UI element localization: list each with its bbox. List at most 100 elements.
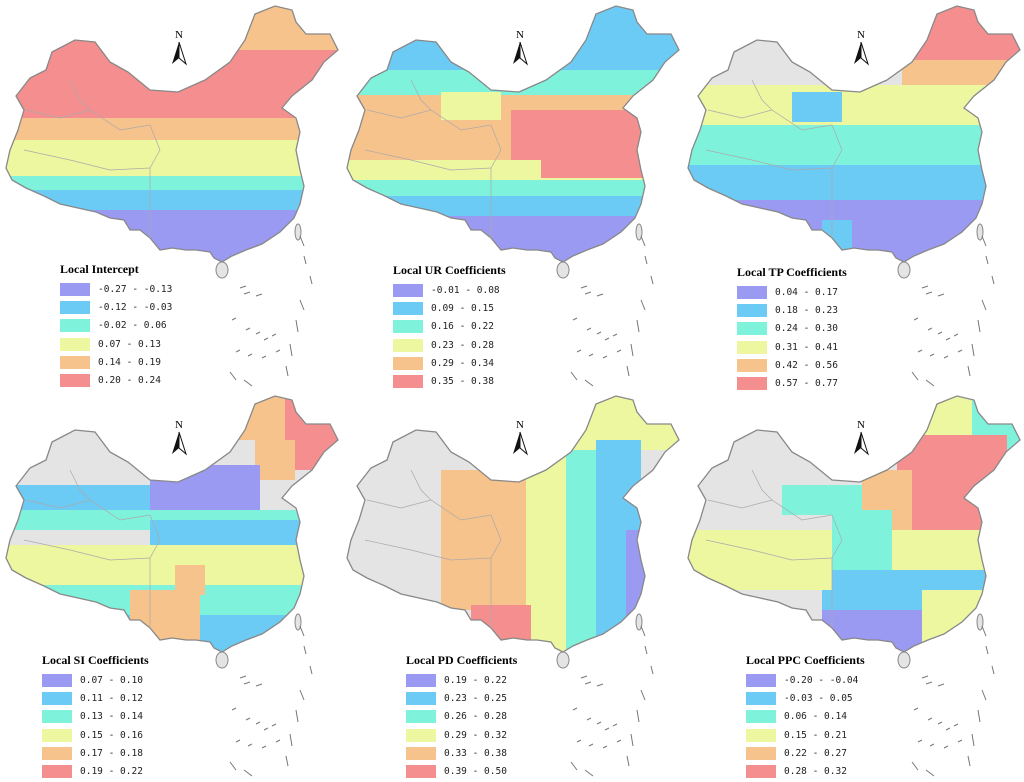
band-middle-north — [6, 140, 338, 176]
legend-swatch — [746, 673, 776, 687]
legend-swatch — [737, 322, 767, 336]
region-layer-pd — [441, 396, 679, 652]
ne-orange — [230, 396, 285, 440]
legend-label: 0.24 - 0.30 — [775, 323, 838, 335]
north-arrow-icon: N — [854, 29, 870, 66]
band-purple — [688, 200, 1020, 262]
map-panel-pd: N Local PD Coefficients 0.19 - 0.22 0.23… — [341, 390, 682, 780]
legend-item: 0.42 - 0.56 — [737, 357, 847, 374]
legend-item: 0.57 - 0.77 — [737, 375, 847, 392]
legend-item: 0.31 - 0.41 — [737, 339, 847, 356]
legend-item: -0.12 - -0.03 — [60, 299, 172, 316]
legend-item: -0.27 - -0.13 — [60, 281, 172, 298]
band-north-edge — [6, 118, 338, 140]
map-panel-intercept: N Local Intercept -0.27 - -0.13 -0.12 - … — [0, 0, 341, 390]
legend-item: 0.07 - 0.10 — [42, 672, 149, 689]
legend-label: 0.13 - 0.14 — [80, 711, 143, 723]
legend-label: 0.23 - 0.28 — [431, 339, 494, 351]
legend-label: 0.14 - 0.19 — [98, 356, 161, 368]
legend: Local Intercept -0.27 - -0.13 -0.12 - -0… — [60, 262, 172, 391]
legend-item: -0.20 - -0.04 — [746, 672, 865, 689]
legend-label: 0.28 - 0.32 — [784, 766, 847, 778]
legend-swatch — [60, 282, 90, 296]
legend-item: 0.26 - 0.28 — [406, 709, 517, 726]
legend-label: -0.12 - -0.03 — [98, 302, 173, 314]
legend-swatch — [42, 710, 72, 724]
legend-swatch — [746, 692, 776, 706]
legend-item: 0.39 - 0.50 — [406, 763, 517, 780]
legend-swatch — [406, 728, 436, 742]
legend-item: 0.13 - 0.14 — [42, 709, 149, 726]
north-arrow-icon: N — [172, 29, 188, 66]
svg-text:N: N — [175, 419, 183, 431]
map-tp — [682, 0, 1023, 387]
legend-title: Local Intercept — [60, 262, 139, 276]
legend-label: 0.29 - 0.32 — [444, 729, 507, 741]
legend-swatch — [60, 374, 90, 388]
north-arrow: N — [509, 28, 531, 70]
legend-item: -0.01 - 0.08 — [393, 282, 506, 299]
north-arrow-icon: N — [854, 419, 870, 456]
band-green — [347, 180, 679, 200]
legend-item: 0.20 - 0.24 — [60, 372, 172, 389]
legend-swatch — [42, 692, 72, 706]
band-yellow — [6, 545, 338, 585]
legend-label: 0.18 - 0.23 — [775, 305, 838, 317]
legend-item: 0.23 - 0.25 — [406, 690, 517, 707]
legend-item: 0.28 - 0.32 — [746, 763, 865, 780]
legend-item: 0.18 - 0.23 — [737, 302, 847, 319]
legend-item: 0.06 - 0.14 — [746, 709, 865, 726]
north-arrow-icon: N — [513, 29, 529, 66]
legend-label: 0.23 - 0.25 — [444, 693, 507, 705]
legend-swatch — [393, 338, 423, 352]
map-panel-tp: N Local TP Coefficients 0.04 - 0.17 0.18… — [682, 0, 1023, 392]
legend-title: Local SI Coefficients — [42, 653, 149, 667]
svg-text:N: N — [516, 419, 524, 431]
legend-item: -0.03 - 0.05 — [746, 690, 865, 707]
legend-swatch — [60, 301, 90, 315]
legend-label: 0.04 - 0.17 — [775, 286, 838, 298]
legend-label: 0.39 - 0.50 — [444, 766, 507, 778]
legend-label: 0.57 - 0.77 — [775, 378, 838, 390]
legend-label: 0.33 - 0.38 — [444, 747, 507, 759]
legend-title: Local TP Coefficients — [737, 265, 847, 279]
legend-swatch — [737, 304, 767, 318]
legend-item: 0.15 - 0.16 — [42, 727, 149, 744]
legend-title: Local PPC Coefficients — [746, 653, 865, 667]
legend-swatch — [406, 673, 436, 687]
legend-swatch — [746, 710, 776, 724]
legend-item: 0.14 - 0.19 — [60, 354, 172, 371]
map-ur — [341, 0, 682, 387]
legend-label: 0.07 - 0.13 — [98, 338, 161, 350]
legend-swatch — [60, 337, 90, 351]
legend-item: 0.22 - 0.27 — [746, 745, 865, 762]
west-yellow — [441, 92, 501, 120]
map-ppc — [682, 390, 1023, 777]
band-green — [688, 125, 1020, 170]
legend-swatch — [746, 765, 776, 779]
map-si — [0, 390, 341, 777]
legend-swatch — [737, 285, 767, 299]
legend-swatch — [737, 340, 767, 354]
legend-swatch — [42, 746, 72, 760]
legend-label: 0.09 - 0.15 — [431, 303, 494, 315]
map-pd — [341, 390, 682, 777]
map-panel-ppc: N Local PPC Coefficients -0.20 - -0.04 -… — [682, 390, 1023, 780]
legend-label: 0.17 - 0.18 — [80, 747, 143, 759]
sw-blue — [822, 220, 852, 260]
north-arrow-icon: N — [513, 419, 529, 456]
map-intercept — [0, 0, 341, 387]
legend-item: 0.19 - 0.22 — [406, 672, 517, 689]
legend-swatch — [393, 375, 423, 389]
legend-item: 0.24 - 0.30 — [737, 321, 847, 338]
legend-label: 0.20 - 0.24 — [98, 375, 161, 387]
legend-item: 0.07 - 0.13 — [60, 336, 172, 353]
legend-item: 0.33 - 0.38 — [406, 745, 517, 762]
legend-swatch — [393, 356, 423, 370]
ne-red — [897, 435, 1007, 545]
legend-item: 0.29 - 0.32 — [406, 727, 517, 744]
legend-swatch — [746, 746, 776, 760]
west-blue — [792, 92, 842, 122]
legend-swatch — [393, 283, 423, 297]
ne-tip — [230, 6, 338, 50]
